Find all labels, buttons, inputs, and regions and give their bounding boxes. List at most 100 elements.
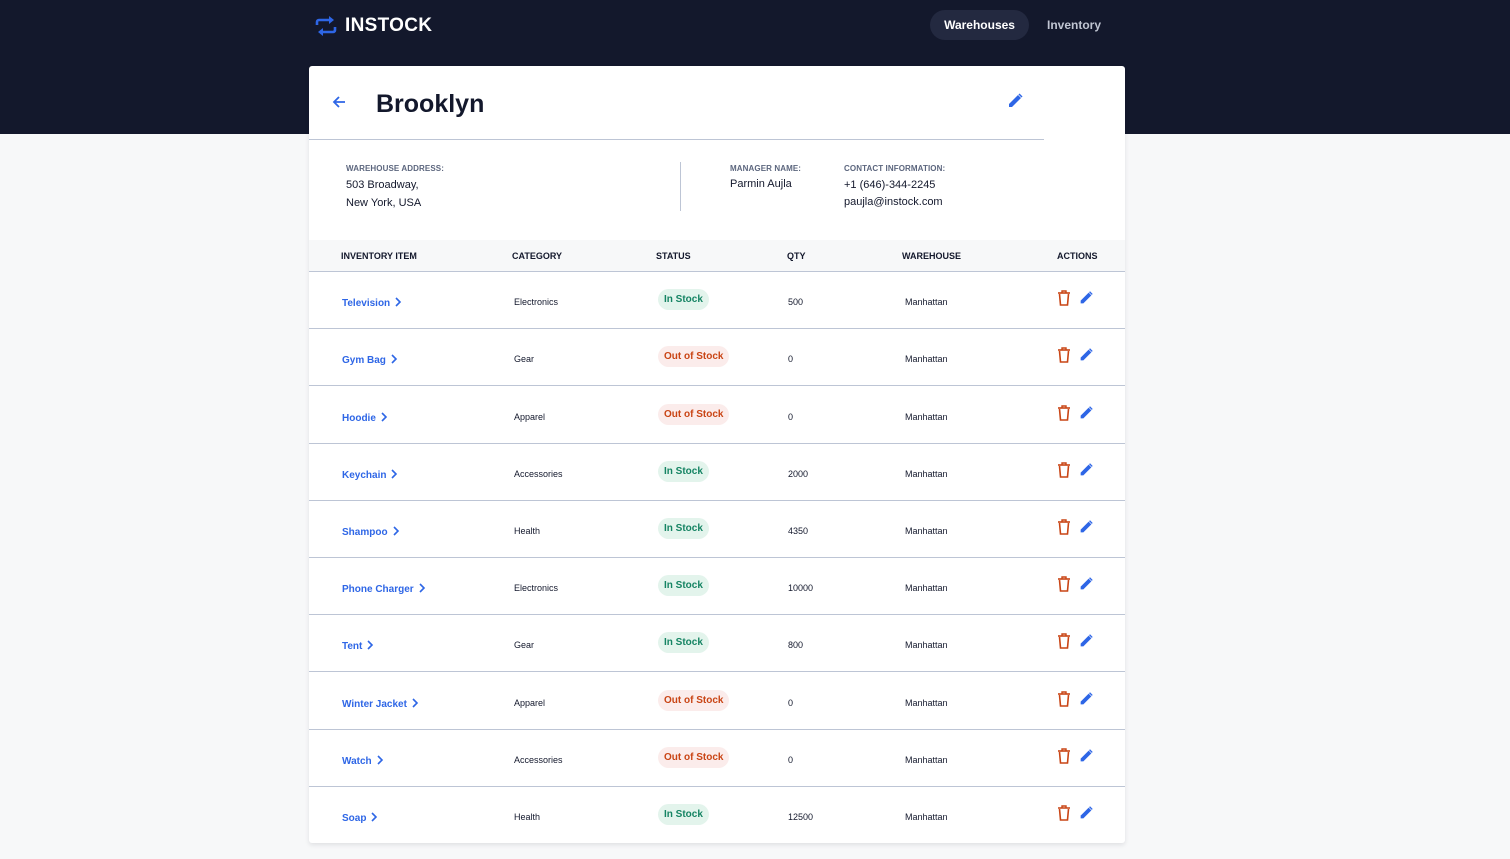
table-row: Soap Health In Stock 12500 Manhattan: [309, 787, 1125, 843]
item-warehouse: Manhattan: [905, 297, 948, 307]
inventory-item-link[interactable]: Soap: [342, 811, 378, 825]
chevron-right-icon: [390, 353, 398, 367]
item-category: Accessories: [514, 469, 563, 479]
pencil-icon[interactable]: [1078, 290, 1094, 306]
pencil-icon[interactable]: [1078, 462, 1094, 478]
trash-icon[interactable]: [1057, 290, 1071, 306]
warehouse-details-card: Brooklyn WAREHOUSE ADDRESS: 503 Broadway…: [309, 66, 1125, 843]
nav-inventory[interactable]: Inventory: [1046, 18, 1101, 32]
logo-text: INSTOCK: [345, 15, 433, 36]
trash-icon[interactable]: [1057, 691, 1071, 707]
item-category: Health: [514, 812, 541, 822]
item-qty: 800: [788, 640, 804, 650]
pencil-icon[interactable]: [1078, 691, 1094, 707]
header-qty[interactable]: QTY: [787, 251, 806, 261]
table-row: Tent Gear In Stock 800 Manhattan: [309, 615, 1125, 672]
status-badge: In Stock: [658, 632, 709, 653]
inventory-item-link[interactable]: Tent: [342, 639, 374, 653]
item-qty: 500: [788, 297, 804, 307]
inventory-item-link[interactable]: Shampoo: [342, 525, 400, 539]
item-category: Apparel: [514, 698, 546, 708]
contact-email: paujla@instock.com: [844, 196, 943, 208]
chevron-right-icon: [418, 582, 426, 596]
trash-icon[interactable]: [1057, 576, 1071, 592]
page-title: Brooklyn: [376, 90, 485, 118]
item-category: Accessories: [514, 755, 563, 765]
item-name: Gym Bag: [342, 354, 386, 366]
logo[interactable]: INSTOCK: [315, 15, 432, 37]
status-badge: In Stock: [658, 804, 709, 825]
pencil-icon[interactable]: [1078, 405, 1094, 421]
item-category: Gear: [514, 640, 535, 650]
item-warehouse: Manhattan: [905, 812, 948, 822]
table-row: Keychain Accessories In Stock 2000 Manhattan: [309, 444, 1125, 501]
item-warehouse: Manhattan: [905, 469, 948, 479]
inventory-item-link[interactable]: Hoodie: [342, 411, 388, 425]
status-badge: Out of Stock: [658, 690, 730, 711]
chevron-right-icon: [392, 525, 400, 539]
header-status[interactable]: STATUS: [656, 251, 691, 261]
header-warehouse[interactable]: WAREHOUSE: [902, 251, 962, 261]
swap-arrows-icon: [315, 16, 337, 36]
address-label: WAREHOUSE ADDRESS:: [346, 164, 444, 173]
item-qty: 0: [788, 755, 794, 765]
inventory-item-link[interactable]: Television: [342, 296, 402, 310]
status-badge: Out of Stock: [658, 404, 730, 425]
address-line1: 503 Broadway,: [346, 179, 419, 191]
status-badge: In Stock: [658, 461, 709, 482]
item-qty: 2000: [788, 469, 809, 479]
trash-icon[interactable]: [1057, 748, 1071, 764]
contact-label: CONTACT INFORMATION:: [844, 164, 946, 173]
item-name: Hoodie: [342, 412, 376, 424]
status-badge: In Stock: [658, 289, 709, 310]
item-name: Soap: [342, 812, 367, 824]
trash-icon[interactable]: [1057, 462, 1071, 478]
chevron-right-icon: [390, 468, 398, 482]
item-category: Health: [514, 526, 541, 536]
item-name: Shampoo: [342, 526, 388, 538]
table-row: Gym Bag Gear Out of Stock 0 Manhattan: [309, 329, 1125, 386]
trash-icon[interactable]: [1057, 405, 1071, 421]
trash-icon[interactable]: [1057, 519, 1071, 535]
arrow-back-icon[interactable]: [331, 94, 347, 110]
contact-phone: +1 (646)-344-2245: [844, 179, 936, 191]
inventory-item-link[interactable]: Phone Charger: [342, 582, 426, 596]
trash-icon[interactable]: [1057, 805, 1071, 821]
chevron-right-icon: [380, 411, 388, 425]
item-warehouse: Manhattan: [905, 640, 948, 650]
table-row: Watch Accessories Out of Stock 0 Manhattan: [309, 730, 1125, 787]
table-row: Phone Charger Electronics In Stock 10000 Man…: [309, 558, 1125, 615]
inventory-item-link[interactable]: Winter Jacket: [342, 697, 419, 711]
chevron-right-icon: [411, 697, 419, 711]
pencil-icon[interactable]: [1078, 805, 1094, 821]
inventory-item-link[interactable]: Gym Bag: [342, 353, 398, 367]
item-name: Watch: [342, 755, 372, 767]
pencil-icon[interactable]: [1078, 347, 1094, 363]
trash-icon[interactable]: [1057, 633, 1071, 649]
item-qty: 0: [788, 698, 794, 708]
item-qty: 4350: [788, 526, 809, 536]
pencil-icon[interactable]: [1078, 576, 1094, 592]
nav-warehouses[interactable]: Warehouses: [930, 10, 1029, 40]
item-warehouse: Manhattan: [905, 583, 948, 593]
table-row: Television Electronics In Stock 500 Manhatta…: [309, 272, 1125, 329]
pencil-icon[interactable]: [1078, 748, 1094, 764]
table-row: Winter Jacket Apparel Out of Stock 0 Manhatt…: [309, 673, 1125, 730]
item-name: Winter Jacket: [342, 698, 407, 710]
trash-icon[interactable]: [1057, 347, 1071, 363]
item-name: Television: [342, 297, 391, 309]
inventory-item-link[interactable]: Watch: [342, 754, 384, 768]
item-qty: 0: [788, 354, 794, 364]
pencil-icon[interactable]: [1078, 633, 1094, 649]
item-warehouse: Manhattan: [905, 412, 948, 422]
inventory-item-link[interactable]: Keychain: [342, 468, 398, 482]
table-header: INVENTORY ITEM CATEGORY STATUS QTY WAREH…: [309, 240, 1125, 272]
status-badge: In Stock: [658, 575, 709, 596]
item-qty: 0: [788, 412, 794, 422]
table-row: Hoodie Apparel Out of Stock 0 Manhattan: [309, 387, 1125, 444]
pencil-icon[interactable]: [1078, 519, 1094, 535]
pencil-icon[interactable]: [1006, 92, 1024, 110]
header-category[interactable]: CATEGORY: [512, 251, 563, 261]
header-inventory-item[interactable]: INVENTORY ITEM: [341, 251, 417, 261]
main-nav: Warehouses Inventory: [930, 10, 1115, 40]
